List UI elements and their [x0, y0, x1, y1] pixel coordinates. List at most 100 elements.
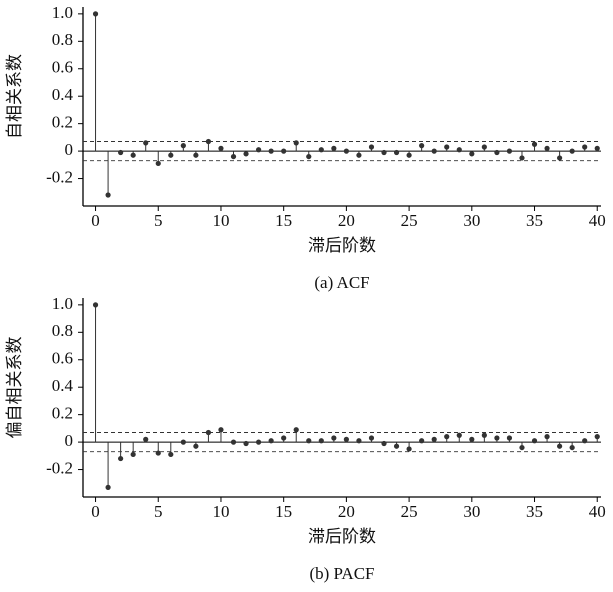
x-tick-label: 0	[91, 211, 100, 230]
stem-marker	[306, 438, 312, 444]
stem-marker	[368, 144, 375, 150]
stem-marker	[356, 152, 362, 158]
stem-marker	[243, 440, 249, 447]
y-tick-label: 0	[65, 431, 74, 450]
y-tick-label: 0.6	[52, 349, 73, 368]
stem-marker	[281, 148, 287, 154]
stem-marker	[92, 11, 99, 17]
y-tick-label: 1.0	[52, 3, 73, 22]
x-axis-label: 滞后阶数	[308, 527, 376, 546]
y-tick-label: 0.8	[52, 30, 73, 49]
stem-marker	[105, 484, 111, 490]
y-tick-label: 0	[65, 140, 74, 159]
x-tick-label: 0	[91, 502, 100, 521]
y-tick-label: 0.2	[52, 113, 73, 132]
x-tick-label: 25	[401, 211, 418, 230]
stem-marker	[406, 446, 412, 452]
x-tick-label: 40	[589, 502, 606, 521]
y-tick-label: -0.2	[46, 458, 73, 477]
stem-marker	[318, 147, 324, 153]
y-tick-label: 0.8	[52, 321, 73, 340]
stem-marker	[143, 436, 149, 442]
x-tick-label: 30	[463, 211, 480, 230]
stem-marker	[155, 450, 161, 456]
stem-marker	[343, 436, 349, 442]
stem-marker	[594, 434, 600, 440]
stem-marker	[118, 455, 124, 462]
stem-marker	[419, 438, 425, 444]
stem-marker	[155, 160, 161, 167]
stem-marker	[519, 444, 525, 451]
stem-marker	[481, 144, 487, 150]
stem-marker	[494, 435, 500, 441]
caption: (b) PACF	[309, 564, 374, 583]
stem-marker	[531, 438, 538, 444]
x-tick-label: 40	[589, 211, 606, 230]
stem-marker	[143, 140, 149, 146]
stem-marker	[444, 144, 450, 150]
stem-marker	[331, 145, 337, 151]
stem-marker	[168, 451, 174, 458]
x-tick-label: 25	[401, 502, 418, 521]
caption: (a) ACF	[314, 273, 369, 292]
y-axis-label: 自相关系数	[5, 54, 24, 139]
x-tick-label: 15	[275, 502, 292, 521]
x-tick-label: 20	[338, 211, 355, 230]
stem-marker	[268, 438, 274, 444]
stem-marker	[456, 432, 462, 438]
stem-marker	[130, 152, 136, 158]
x-tick-label: 35	[526, 502, 543, 521]
x-tick-label: 15	[275, 211, 292, 230]
stem-marker	[582, 438, 588, 444]
x-tick-label: 5	[154, 211, 163, 230]
x-tick-label: 20	[338, 502, 355, 521]
stem-marker	[544, 145, 550, 151]
stem-marker	[393, 443, 400, 449]
stem-marker	[356, 438, 362, 444]
stem-marker	[255, 439, 262, 445]
stem-marker	[193, 443, 199, 449]
stem-marker	[293, 140, 299, 146]
stem-marker	[368, 435, 375, 441]
stem-marker	[130, 451, 136, 458]
stem-marker	[268, 148, 274, 154]
stem-marker	[381, 149, 387, 156]
stem-marker	[331, 435, 337, 441]
stem-marker	[506, 148, 513, 154]
stem-marker	[205, 138, 212, 145]
stem-marker	[406, 152, 412, 158]
stem-marker	[393, 149, 400, 156]
stem-marker	[431, 436, 437, 442]
stem-marker	[494, 149, 500, 156]
x-tick-label: 30	[463, 502, 480, 521]
stem-marker	[218, 427, 224, 433]
stem-marker	[569, 444, 575, 451]
stem-marker	[469, 436, 475, 442]
y-tick-label: 0.4	[52, 85, 74, 104]
y-tick-label: -0.2	[46, 167, 73, 186]
stem-marker	[544, 434, 550, 440]
y-tick-label: 0.4	[52, 376, 74, 395]
x-tick-label: 10	[212, 502, 229, 521]
stem-marker	[381, 440, 387, 447]
stem-marker	[92, 302, 99, 308]
stem-marker	[506, 435, 513, 441]
stem-marker	[218, 145, 224, 151]
stem-marker	[281, 435, 287, 441]
stem-marker	[205, 429, 212, 436]
y-tick-label: 0.6	[52, 58, 73, 77]
stem-marker	[180, 143, 186, 149]
x-tick-label: 5	[154, 502, 163, 521]
stem-marker	[105, 192, 111, 198]
stem-marker	[569, 148, 575, 154]
stem-marker	[180, 439, 186, 445]
x-tick-label: 35	[526, 211, 543, 230]
stem-marker	[431, 148, 437, 154]
stem-marker	[230, 439, 237, 445]
stem-marker	[419, 143, 425, 149]
stem-marker	[456, 147, 462, 153]
stem-marker	[168, 152, 174, 158]
stem-marker	[481, 432, 487, 438]
stem-marker	[318, 438, 324, 444]
